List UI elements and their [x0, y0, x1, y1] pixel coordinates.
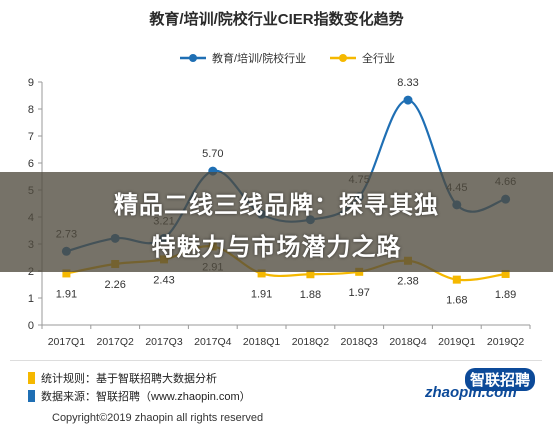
- banner-headline-line1: 精品二线三线品牌：探寻其独: [114, 191, 439, 219]
- yellow-marker-icon: [28, 372, 35, 384]
- data-label: 1.88: [300, 289, 321, 301]
- x-tick-label: 2018Q1: [243, 336, 281, 348]
- x-tick-label: 2018Q3: [341, 336, 379, 348]
- x-tick-label: 2017Q2: [97, 336, 135, 348]
- data-point: [257, 269, 266, 278]
- overlay-banner: [0, 172, 553, 272]
- legend-label: 全行业: [362, 51, 395, 65]
- x-tick-label: 2018Q4: [389, 336, 427, 348]
- logo-cn-text: 智联招聘: [464, 368, 535, 391]
- x-tick-label: 2018Q2: [292, 336, 330, 348]
- data-source-text: 数据来源：智联招聘（www.zhaopin.com）: [41, 391, 251, 403]
- y-tick-label: 6: [28, 158, 34, 170]
- data-label: 2.38: [397, 276, 418, 288]
- data-point: [62, 269, 71, 278]
- legend-dot-marker: [339, 54, 347, 62]
- data-label: 1.68: [446, 295, 467, 307]
- legend-label: 教育/培训/院校行业: [212, 51, 306, 65]
- y-tick-label: 2: [28, 266, 34, 278]
- data-label: 1.89: [495, 289, 516, 301]
- stat-rule-text: 统计规则：基于智联招聘大数据分析: [41, 373, 217, 385]
- data-point: [306, 270, 315, 279]
- banner-headline-line2: 特魅力与市场潜力之路: [151, 233, 402, 261]
- logo-en-text: zhaopin.com: [425, 384, 517, 401]
- y-tick-label: 0: [28, 320, 34, 332]
- data-label: 1.91: [251, 288, 272, 300]
- x-tick-label: 2019Q2: [487, 336, 525, 348]
- legend-dot-marker: [189, 54, 197, 62]
- y-tick-label: 7: [28, 131, 34, 143]
- y-tick-label: 8: [28, 104, 34, 116]
- stat-rule-note: 统计规则：基于智联招聘大数据分析: [28, 370, 217, 386]
- data-source-note: 数据来源：智联招聘（www.zhaopin.com）: [28, 388, 251, 404]
- x-tick-label: 2019Q1: [438, 336, 476, 348]
- blue-marker-icon: [28, 390, 35, 402]
- zhaopin-logo: 智联招聘 zhaopin.com: [425, 368, 535, 410]
- x-tick-label: 2017Q3: [145, 336, 183, 348]
- data-label: 2.26: [104, 279, 125, 291]
- y-tick-label: 1: [28, 293, 34, 305]
- x-tick-label: 2017Q1: [48, 336, 86, 348]
- data-point: [452, 275, 461, 284]
- data-label: 1.91: [56, 288, 77, 300]
- data-point: [403, 95, 413, 105]
- x-axis: 2017Q1 2017Q2 2017Q3 2017Q4 2018Q1 2018Q2 2018…: [41, 324, 531, 348]
- data-label: 1.97: [348, 287, 369, 299]
- copyright-text: Copyright©2019 zhaopin all rights reserv…: [52, 412, 264, 424]
- chart-title: 教育/培训/院校行业CIER指数变化趋势: [149, 11, 404, 28]
- chart-legend: 教育/培训/院校行业 全行业: [180, 51, 395, 65]
- data-label: 5.70: [202, 148, 223, 160]
- x-tick-label: 2017Q4: [194, 336, 232, 348]
- data-label: 8.33: [397, 77, 418, 89]
- y-tick-label: 9: [28, 77, 34, 89]
- footer-divider: [10, 360, 542, 361]
- data-label: 2.43: [153, 274, 174, 286]
- data-point: [501, 269, 510, 278]
